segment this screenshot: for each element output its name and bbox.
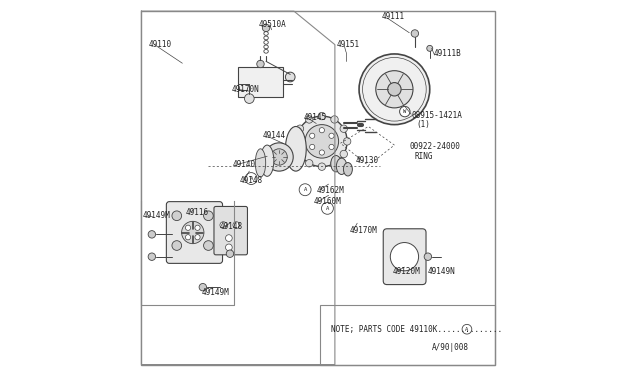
Text: 49111B: 49111B xyxy=(433,49,461,58)
Circle shape xyxy=(299,184,311,196)
Text: 49149M: 49149M xyxy=(202,288,230,296)
Circle shape xyxy=(225,235,232,241)
Circle shape xyxy=(172,241,182,250)
Ellipse shape xyxy=(285,126,306,171)
Circle shape xyxy=(305,160,313,167)
Text: 49145: 49145 xyxy=(303,113,326,122)
Circle shape xyxy=(271,149,287,165)
Text: A: A xyxy=(303,187,307,192)
Circle shape xyxy=(293,138,300,145)
Circle shape xyxy=(376,71,413,108)
Text: 49140: 49140 xyxy=(232,160,256,169)
Circle shape xyxy=(319,128,324,133)
Circle shape xyxy=(204,241,213,250)
Circle shape xyxy=(329,133,334,138)
Ellipse shape xyxy=(337,158,347,174)
Circle shape xyxy=(321,202,333,214)
Circle shape xyxy=(296,150,303,158)
Circle shape xyxy=(305,116,313,123)
Circle shape xyxy=(424,253,431,260)
Circle shape xyxy=(310,133,315,138)
Text: (1): (1) xyxy=(417,120,431,129)
Text: RING: RING xyxy=(415,152,433,161)
Text: A: A xyxy=(465,327,468,332)
Text: 49162M: 49162M xyxy=(317,186,345,195)
Ellipse shape xyxy=(331,155,341,172)
Text: 49151: 49151 xyxy=(337,40,360,49)
Circle shape xyxy=(245,173,257,185)
Text: NOTE; PARTS CODE 49110K..............: NOTE; PARTS CODE 49110K.............. xyxy=(331,325,502,334)
Text: A/90|008: A/90|008 xyxy=(431,343,468,352)
Text: 49130: 49130 xyxy=(355,156,378,165)
Circle shape xyxy=(257,60,264,68)
Circle shape xyxy=(331,116,338,123)
Circle shape xyxy=(399,106,410,117)
Circle shape xyxy=(195,225,200,230)
Circle shape xyxy=(265,143,293,171)
Text: 49110: 49110 xyxy=(149,40,172,49)
Circle shape xyxy=(344,138,351,145)
Circle shape xyxy=(262,24,270,32)
Circle shape xyxy=(225,244,232,251)
Text: W: W xyxy=(403,109,406,114)
Circle shape xyxy=(340,150,348,158)
Circle shape xyxy=(388,83,401,96)
Bar xyxy=(238,67,283,97)
Text: 49510A: 49510A xyxy=(259,20,286,29)
Circle shape xyxy=(233,222,239,228)
Text: 49120M: 49120M xyxy=(392,267,420,276)
Circle shape xyxy=(318,112,326,120)
Circle shape xyxy=(199,283,207,291)
Ellipse shape xyxy=(344,163,353,176)
Circle shape xyxy=(227,250,234,257)
FancyBboxPatch shape xyxy=(383,229,426,285)
Text: A: A xyxy=(326,206,329,211)
Circle shape xyxy=(310,144,315,150)
Circle shape xyxy=(296,116,347,167)
Circle shape xyxy=(172,211,182,221)
Text: 49149N: 49149N xyxy=(428,267,456,276)
Text: 49144: 49144 xyxy=(262,131,285,140)
Ellipse shape xyxy=(255,149,266,177)
Circle shape xyxy=(220,222,227,228)
Circle shape xyxy=(331,160,338,167)
Circle shape xyxy=(305,125,339,158)
Circle shape xyxy=(390,243,419,271)
Bar xyxy=(320,305,495,365)
FancyBboxPatch shape xyxy=(214,206,248,255)
Circle shape xyxy=(148,231,156,238)
Circle shape xyxy=(359,54,429,125)
Circle shape xyxy=(318,163,326,170)
Circle shape xyxy=(204,211,213,221)
Circle shape xyxy=(329,144,334,150)
Text: 49116: 49116 xyxy=(186,208,209,217)
Text: A: A xyxy=(250,176,253,181)
Circle shape xyxy=(427,45,433,51)
FancyBboxPatch shape xyxy=(166,202,223,263)
Circle shape xyxy=(340,125,348,132)
Circle shape xyxy=(244,94,254,103)
Circle shape xyxy=(296,125,303,132)
Ellipse shape xyxy=(260,145,274,176)
Text: 49111: 49111 xyxy=(381,12,404,21)
Circle shape xyxy=(186,235,191,240)
Text: 08915-1421A: 08915-1421A xyxy=(411,111,462,120)
Circle shape xyxy=(411,30,419,37)
Text: 49170M: 49170M xyxy=(349,226,378,235)
Circle shape xyxy=(186,225,191,230)
Circle shape xyxy=(182,221,204,244)
Text: 49149M: 49149M xyxy=(143,211,171,220)
Circle shape xyxy=(285,72,295,82)
Text: 00922-24000: 00922-24000 xyxy=(410,142,460,151)
Circle shape xyxy=(195,235,200,240)
Circle shape xyxy=(319,150,324,155)
Text: 49148: 49148 xyxy=(240,176,263,185)
Text: 49170N: 49170N xyxy=(232,85,259,94)
Text: 49160M: 49160M xyxy=(314,198,341,206)
Circle shape xyxy=(148,253,156,260)
Text: 49148: 49148 xyxy=(220,222,243,231)
